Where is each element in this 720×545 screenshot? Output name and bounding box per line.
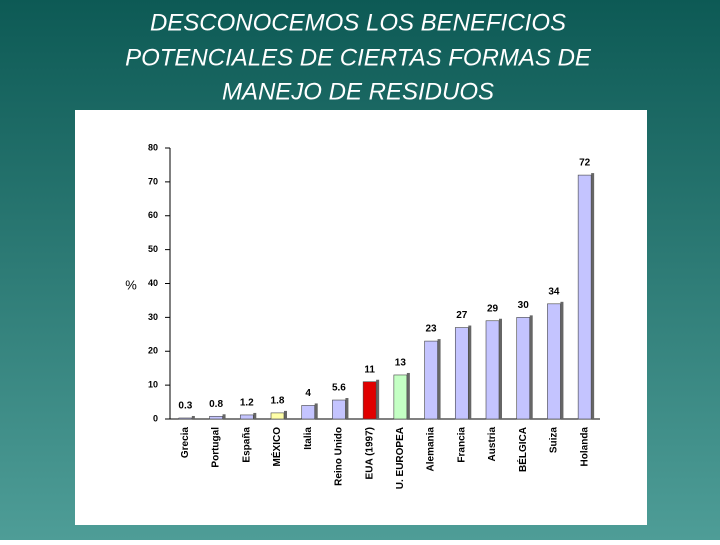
bar	[270, 412, 285, 420]
data-label: 13	[395, 358, 407, 369]
bar-side	[591, 173, 595, 419]
bar-side	[376, 379, 380, 419]
data-label: 29	[487, 303, 499, 314]
data-label: 0.8	[209, 399, 223, 410]
x-tick-label: Grecia	[180, 427, 191, 459]
data-label: 23	[426, 324, 438, 335]
x-tick-label: España	[241, 427, 252, 463]
bar-side	[406, 372, 410, 419]
data-label: 5.6	[332, 383, 346, 394]
bar-side	[222, 414, 226, 419]
bar	[209, 415, 223, 420]
bar	[178, 417, 193, 420]
x-tick-label: Portugal	[211, 427, 222, 468]
data-label: 1.2	[240, 398, 254, 409]
data-label: 34	[548, 286, 560, 297]
data-label: 4	[305, 388, 311, 399]
x-tick-label: Italia	[303, 427, 314, 450]
x-tick-label: Suiza	[549, 427, 560, 454]
y-tick-label: 10	[148, 380, 158, 390]
x-tick-label: EUA (1997)	[364, 427, 375, 479]
bar	[454, 327, 469, 420]
y-tick-label: 50	[148, 244, 158, 254]
x-tick-label: Reino Unido	[334, 427, 345, 486]
y-tick-label: 20	[148, 346, 158, 356]
bar-side	[468, 325, 472, 419]
x-tick-label: Austria	[487, 427, 498, 462]
bar-side	[314, 403, 318, 419]
x-tick-label: Alemania	[426, 427, 437, 472]
x-tick-label: Francia	[456, 427, 467, 463]
bar	[547, 303, 561, 420]
title-line: DESCONOCEMOS LOS BENEFICIOS	[150, 9, 566, 36]
bar-side	[191, 415, 195, 419]
x-tick-label: MÉXICO	[270, 427, 283, 467]
bar	[393, 374, 408, 420]
title-line: MANEJO DE RESIDUOS	[222, 78, 494, 105]
title: DESCONOCEMOS LOS BENEFICIOS POTENCIALES …	[125, 9, 592, 105]
x-tick-label: Holanda	[579, 427, 590, 467]
y-tick-label: 30	[148, 312, 158, 322]
bar-side	[499, 318, 502, 419]
bar	[362, 381, 377, 420]
bar-side	[560, 301, 564, 419]
data-label: 1.8	[271, 396, 285, 407]
y-tick-label: 70	[148, 176, 158, 186]
title-line: POTENCIALES DE CIERTAS FORMAS DE	[125, 44, 592, 71]
x-tick-label: BÉLGICA	[516, 427, 529, 472]
bar	[301, 405, 316, 420]
data-label: 72	[579, 158, 591, 169]
data-label: 0.3	[178, 401, 192, 412]
y-tick-label: 0	[153, 413, 158, 423]
y-tick-label: 40	[148, 278, 158, 288]
bar	[516, 317, 531, 420]
data-label: 11	[364, 364, 375, 375]
bar	[485, 320, 500, 420]
bar-side	[253, 412, 257, 419]
bar	[332, 399, 346, 420]
bar	[424, 340, 438, 420]
bar-side	[437, 339, 441, 419]
x-tick-label: U. EUROPEA	[395, 427, 406, 489]
data-label: 27	[456, 310, 468, 321]
bar	[239, 414, 254, 420]
y-tick-label: 80	[148, 142, 158, 152]
data-label: 30	[518, 300, 530, 311]
bar-side	[345, 398, 349, 419]
bar-side	[284, 410, 287, 419]
y-axis-label: %	[125, 277, 137, 292]
bar	[577, 174, 592, 420]
bar-side	[529, 315, 533, 419]
y-tick-label: 60	[148, 210, 158, 220]
